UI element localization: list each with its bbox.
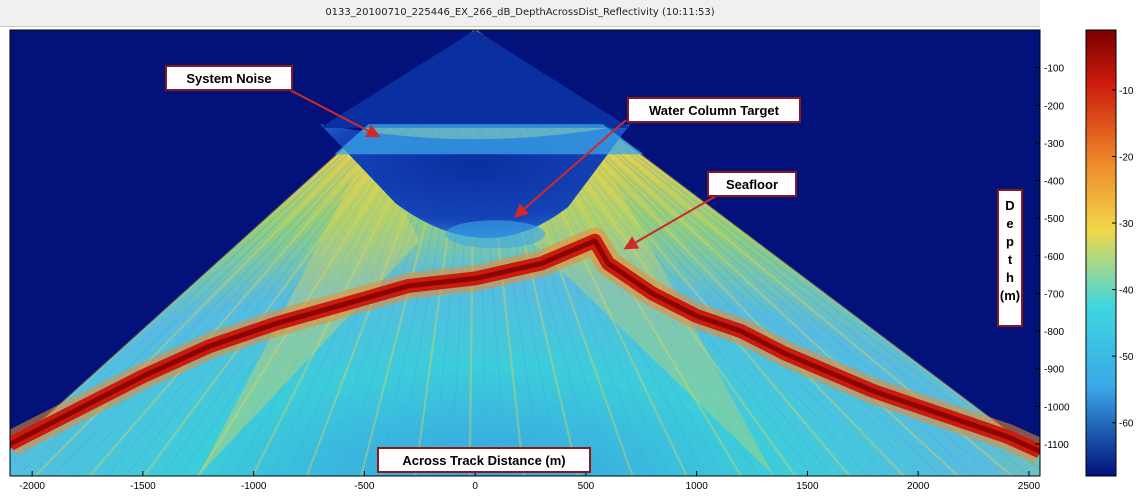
- x-tick-label: 2500: [1018, 481, 1041, 492]
- annotation-label: Water Column Target: [649, 103, 780, 118]
- seafloor-core: [10, 238, 1040, 454]
- annotation-water-column-target: Water Column Target: [513, 97, 801, 218]
- y-tick-label: -700: [1044, 289, 1064, 300]
- apex-cone: [320, 30, 631, 128]
- colorbar-tick-label: -50: [1119, 352, 1134, 363]
- x-tick-label: 500: [578, 481, 595, 492]
- colorbar-tick-label: -60: [1119, 419, 1134, 430]
- y-tick-label: -900: [1044, 365, 1064, 376]
- y-tick-label: -100: [1044, 64, 1064, 75]
- annotation-box: [627, 97, 801, 123]
- annotation-label: System Noise: [186, 71, 271, 86]
- y-axis: -100 -200 -300 -400 -500 -600 -700 -800 -900 -100…: [1035, 64, 1070, 451]
- y-axis-label-letter: h: [1006, 270, 1014, 285]
- x-axis-label-text: Across Track Distance (m): [402, 453, 565, 468]
- water-column-target-blob: [445, 220, 546, 249]
- colorbar-tick-label: -30: [1119, 219, 1134, 230]
- colorbar: -10 -20 -30 -40 -50 -60: [1085, 29, 1134, 477]
- y-tick-label: -800: [1044, 327, 1064, 338]
- y-tick-label: -1100: [1044, 440, 1069, 451]
- x-tick-label: 2000: [907, 481, 930, 492]
- y-tick-label: -200: [1044, 101, 1064, 112]
- x-axis: -2000 -1500 -1000 -500 0 500 1000 1500 2000 2500: [19, 471, 1040, 492]
- system-noise-band: [334, 124, 644, 155]
- y-tick-label: -500: [1044, 214, 1064, 225]
- annotation-label: Seafloor: [726, 177, 778, 192]
- y-axis-label-letter: e: [1006, 216, 1013, 231]
- x-tick-label: -1500: [130, 481, 156, 492]
- figure-title: 0133_20100710_225446_EX_266_dB_DepthAcro…: [0, 0, 1040, 27]
- annotation-arrow: [289, 89, 381, 138]
- y-tick-label: -300: [1044, 139, 1064, 150]
- annotation-arrow: [623, 195, 717, 250]
- plot-frame: [9, 29, 1041, 477]
- x-tick-label: 1500: [796, 481, 819, 492]
- y-axis-label: Depth (m): [997, 189, 1023, 327]
- y-axis-label-letter: p: [1006, 234, 1014, 249]
- x-tick-label: 0: [472, 481, 478, 492]
- colorbar-tick-label: -10: [1119, 86, 1134, 97]
- y-tick-label: -600: [1044, 252, 1064, 263]
- x-axis-label-box: [377, 447, 591, 473]
- y-axis-label-letter: t: [1008, 252, 1013, 267]
- x-tick-label: 1000: [686, 481, 709, 492]
- colorbar-tick-label: -20: [1119, 152, 1134, 163]
- y-axis-label-letter: (m): [1000, 288, 1020, 303]
- plot-area: [10, 30, 1040, 476]
- x-tick-label: -500: [354, 481, 374, 492]
- annotation-system-noise: System Noise: [165, 65, 381, 138]
- y-axis-label-box: [997, 189, 1023, 327]
- x-axis-label: Across Track Distance (m): [377, 447, 591, 473]
- colorbar-tick-label: -40: [1119, 286, 1134, 297]
- x-tick-label: -1000: [241, 481, 267, 492]
- colorbar-gradient: [1085, 29, 1117, 477]
- y-tick-label: -400: [1044, 177, 1064, 188]
- annotation-box: [707, 171, 797, 197]
- x-tick-label: -2000: [19, 481, 45, 492]
- annotation-arrow: [513, 119, 627, 218]
- y-axis-label-letter: D: [1005, 198, 1014, 213]
- y-tick-label: -1000: [1044, 402, 1070, 413]
- annotation-seafloor: Seafloor: [623, 171, 797, 250]
- annotation-box: [165, 65, 293, 91]
